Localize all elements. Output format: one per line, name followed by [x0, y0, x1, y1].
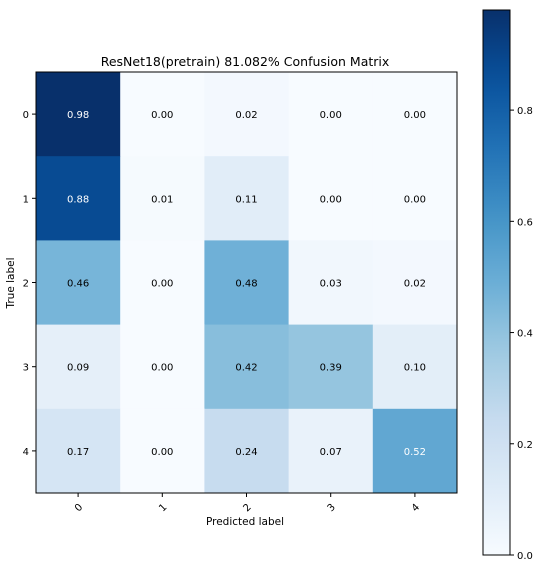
heatmap-cell	[372, 240, 458, 326]
heatmap-cell	[120, 72, 205, 157]
colorbar-tick-label: 0.2	[517, 440, 533, 451]
colorbar-tick-label: 0.8	[517, 106, 533, 117]
y-tick-label: 2	[23, 279, 29, 290]
y-axis-label: True label	[5, 257, 17, 309]
y-axis-ticks: 0 1 2 3 4	[23, 110, 36, 458]
cell-value-label: 0.11	[235, 194, 257, 205]
heatmap-cell	[288, 240, 374, 326]
x-tick-label: 0	[73, 502, 85, 514]
cell-value-label: 0.39	[320, 363, 342, 374]
heatmap-cell	[204, 240, 290, 326]
cell-value-label: 0.88	[67, 194, 89, 205]
y-tick-label: 1	[23, 194, 29, 205]
x-tick-label: 1	[157, 502, 169, 514]
heatmap-cell	[204, 408, 290, 494]
x-tick-label: 4	[410, 502, 422, 514]
heatmap-cell	[204, 156, 290, 241]
x-tick-label: 2	[241, 502, 253, 514]
x-axis-ticks: 0 1 2 3 4	[73, 493, 422, 514]
colorbar-ticks: 0.0 0.2 0.4 0.6 0.8	[510, 106, 533, 562]
colorbar-tick-label: 0.0	[517, 551, 533, 562]
x-tick-label: 3	[326, 502, 338, 514]
heatmap-cell	[36, 408, 121, 494]
chart-title: ResNet18(pretrain) 81.082% Confusion Mat…	[101, 54, 390, 69]
cell-value-label: 0.98	[67, 110, 89, 121]
heatmap-cell	[288, 156, 374, 241]
heatmap-cell	[120, 240, 205, 326]
cell-value-label: 0.09	[67, 363, 89, 374]
heatmap-cell	[120, 156, 205, 241]
cell-value-label: 0.03	[320, 279, 342, 290]
heatmap-cell	[36, 324, 121, 410]
cell-value-label: 0.17	[67, 447, 89, 458]
cell-value-label: 0.52	[404, 447, 426, 458]
heatmap-cell	[36, 156, 121, 241]
cell-value-label: 0.02	[235, 110, 257, 121]
colorbar-tick-label: 0.6	[517, 217, 533, 228]
cell-value-label: 0.00	[320, 110, 342, 121]
y-tick-label: 3	[23, 363, 29, 374]
heatmap-cell	[120, 408, 205, 494]
heatmap-cell	[372, 408, 458, 494]
cell-value-label: 0.00	[404, 194, 426, 205]
heatmap-cell	[204, 72, 290, 157]
cell-value-label: 0.10	[404, 363, 426, 374]
cell-value-label: 0.00	[151, 279, 173, 290]
cell-value-label: 0.00	[151, 110, 173, 121]
colorbar	[482, 9, 511, 556]
heatmap-cell	[372, 324, 458, 410]
heatmap-cell	[120, 324, 205, 410]
cell-value-label: 0.02	[404, 279, 426, 290]
cell-value-labels: 0.98 0.00 0.02 0.00 0.00 0.88 0.01 0.11 0.00 0.00…	[67, 110, 426, 458]
cell-value-label: 0.01	[151, 194, 173, 205]
colorbar-tick-label: 0.4	[517, 329, 533, 340]
cell-value-label: 0.07	[320, 447, 342, 458]
y-tick-label: 4	[23, 447, 29, 458]
heatmap-cell	[288, 408, 374, 494]
cell-value-label: 0.24	[235, 447, 257, 458]
heatmap-cell	[204, 324, 290, 410]
heatmap-cells	[36, 72, 458, 494]
heatmap-cell	[372, 156, 458, 241]
cell-value-label: 0.00	[404, 110, 426, 121]
cell-value-label: 0.00	[320, 194, 342, 205]
y-tick-label: 0	[23, 110, 29, 121]
x-axis-label: Predicted label	[206, 516, 284, 528]
cell-value-label: 0.00	[151, 363, 173, 374]
heatmap-cell	[288, 72, 374, 157]
heatmap-cell	[372, 72, 458, 157]
heatmap-cell	[288, 324, 374, 410]
cell-value-label: 0.42	[235, 363, 257, 374]
heatmap-cell	[36, 72, 121, 157]
cell-value-label: 0.00	[151, 447, 173, 458]
cell-value-label: 0.48	[235, 279, 257, 290]
cell-value-label: 0.46	[67, 279, 89, 290]
heatmap-cell	[36, 240, 121, 326]
